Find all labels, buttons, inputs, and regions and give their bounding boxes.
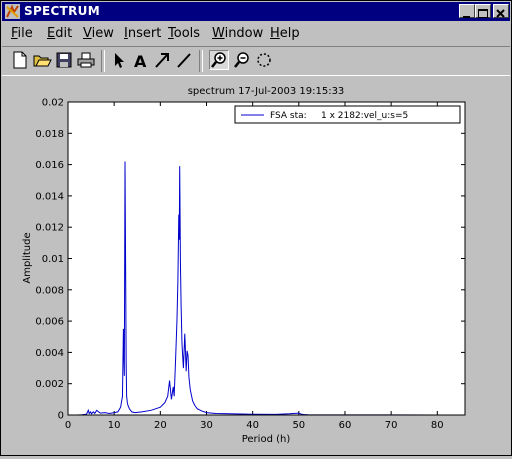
legend-entry: FSA sta: 1 x 2182:vel_u:s=5 <box>270 111 408 121</box>
insert-line-button[interactable] <box>174 50 194 70</box>
insert-text-button[interactable]: A <box>130 50 150 71</box>
legend[interactable]: FSA sta: 1 x 2182:vel_u:s=5 <box>234 105 461 124</box>
edit-plot-button[interactable] <box>108 50 128 70</box>
rotate-icon <box>257 53 271 67</box>
toolbar: A <box>2 46 510 76</box>
print-icon <box>77 52 95 68</box>
new-figure-button[interactable] <box>10 50 30 70</box>
y-tick-label: 0.006 <box>35 317 64 328</box>
print-button[interactable] <box>76 50 96 70</box>
x-tick-label: 30 <box>200 420 213 431</box>
series-line <box>77 161 465 416</box>
title-bar[interactable]: SPECTRUM <box>2 2 510 21</box>
open-folder-icon <box>33 55 52 67</box>
zoom-out-icon <box>234 52 249 68</box>
menu-window[interactable]: Window <box>212 26 264 41</box>
rotate-3d-button[interactable] <box>254 50 274 70</box>
y-axis-label: Amplitude <box>22 232 33 283</box>
insert-arrow-button[interactable] <box>152 50 172 70</box>
open-file-button[interactable] <box>32 50 52 70</box>
x-axis-label: Period (h) <box>242 434 291 445</box>
y-tick-label: 0.012 <box>35 223 64 234</box>
y-tick-label: 0.02 <box>42 98 64 109</box>
y-tick-label: 0 <box>58 411 64 422</box>
window-title: SPECTRUM <box>24 4 100 18</box>
axes-background <box>68 102 465 415</box>
menu-tools[interactable]: Tools <box>168 26 201 41</box>
menu-view[interactable]: View <box>83 26 114 41</box>
minimize-icon <box>463 16 470 18</box>
menu-edit[interactable]: Edit <box>47 26 73 41</box>
y-tick-label: 0.004 <box>35 348 64 359</box>
x-tick-label: 10 <box>108 420 121 431</box>
save-button[interactable] <box>54 50 74 70</box>
minimize-button[interactable] <box>459 4 475 18</box>
y-tick-label: 0.016 <box>35 160 64 171</box>
svg-text:A: A <box>134 52 147 70</box>
y-tick-label: 0.014 <box>35 191 64 202</box>
figure-area: spectrum 17-Jul-2003 19:15:33 0 0.002 0.00… <box>2 77 510 455</box>
menu-insert[interactable]: Insert <box>124 26 162 41</box>
y-tick-label: 0.01 <box>42 254 64 265</box>
menu-help[interactable]: Help <box>270 26 300 41</box>
x-tick-label: 0 <box>65 420 71 431</box>
x-tick-label: 70 <box>385 420 398 431</box>
x-tick-label: 40 <box>246 420 259 431</box>
y-tick-label: 0.002 <box>35 379 64 390</box>
zoom-out-button[interactable] <box>232 50 252 70</box>
arrow-pointer-icon <box>115 53 124 68</box>
menu-bar: File Edit View Insert Tools Window Help <box>2 22 510 44</box>
matlab-figure-icon <box>5 4 20 19</box>
chart-title: spectrum 17-Jul-2003 19:15:33 <box>188 86 345 97</box>
new-file-icon <box>13 51 27 69</box>
line-icon <box>177 53 191 68</box>
legend-box <box>234 105 461 124</box>
x-tick-label: 20 <box>154 420 167 431</box>
y-tick-label: 0.008 <box>35 285 64 296</box>
zoom-in-icon <box>211 52 226 68</box>
menu-file[interactable]: File <box>11 26 33 41</box>
toolbar-separator <box>101 50 105 72</box>
x-tick-label: 60 <box>339 420 352 431</box>
close-icon <box>496 9 505 18</box>
maximize-button[interactable] <box>475 4 491 18</box>
x-tick-label: 80 <box>431 420 444 431</box>
zoom-in-button[interactable] <box>209 50 229 70</box>
save-icon <box>56 52 72 68</box>
close-button[interactable] <box>493 4 509 18</box>
x-tick-label: 50 <box>292 420 305 431</box>
arrow-icon <box>155 53 169 68</box>
spectrum-chart[interactable]: spectrum 17-Jul-2003 19:15:33 0 0.002 0.00… <box>2 77 510 455</box>
toolbar-separator <box>199 50 203 72</box>
text-a-icon: A <box>134 52 147 71</box>
axes-frame <box>67 101 466 416</box>
y-tick-label: 0.018 <box>35 129 64 140</box>
maximize-icon <box>478 9 488 18</box>
